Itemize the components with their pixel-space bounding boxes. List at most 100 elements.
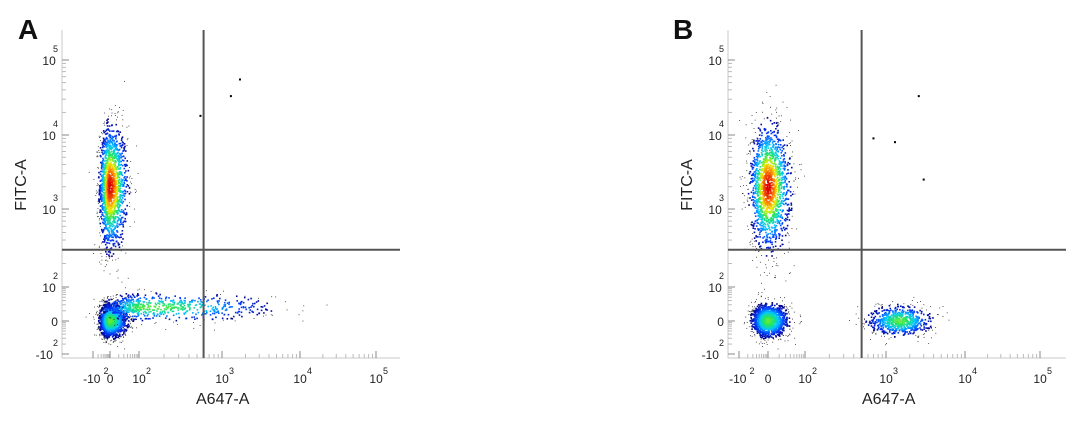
data-point <box>116 187 118 190</box>
data-point <box>165 306 168 309</box>
data-point <box>116 301 119 304</box>
data-point <box>132 317 134 319</box>
data-point <box>112 302 115 305</box>
data-point <box>109 217 111 219</box>
data-point <box>96 185 98 186</box>
data-point <box>115 134 118 137</box>
data-point <box>120 139 123 141</box>
data-point <box>771 230 773 233</box>
data-point <box>189 303 191 306</box>
data-point <box>770 251 773 253</box>
data-point <box>772 246 775 248</box>
data-point <box>763 235 766 238</box>
data-point <box>143 301 146 303</box>
data-point <box>791 215 793 217</box>
data-point <box>98 310 100 312</box>
data-point <box>106 190 109 193</box>
data-point <box>129 326 131 328</box>
data-point <box>776 213 778 215</box>
data-point <box>784 217 787 220</box>
data-point <box>261 306 264 308</box>
data-point <box>112 176 115 179</box>
data-point <box>761 220 763 222</box>
data-point <box>112 253 115 255</box>
data-point <box>760 209 763 211</box>
data-point <box>116 166 119 168</box>
data-point <box>107 164 109 166</box>
data-point <box>110 177 113 179</box>
data-point <box>113 195 116 198</box>
data-point <box>784 152 787 154</box>
data-point <box>115 190 118 193</box>
data-point <box>226 318 229 320</box>
data-point <box>101 338 103 340</box>
data-point <box>181 302 184 305</box>
data-point <box>112 194 115 197</box>
data-point <box>795 178 797 180</box>
data-point <box>114 225 117 228</box>
data-point <box>218 303 220 306</box>
data-point <box>756 207 758 210</box>
data-point <box>117 173 120 175</box>
data-point <box>127 138 129 139</box>
data-point <box>114 145 117 147</box>
data-point <box>116 203 119 206</box>
data-point <box>101 231 104 234</box>
data-point <box>775 117 777 119</box>
data-point <box>774 226 777 228</box>
data-point <box>772 250 774 252</box>
data-point <box>772 219 775 221</box>
data-point <box>781 179 783 181</box>
data-point <box>110 164 112 167</box>
data-point <box>127 325 130 328</box>
data-point <box>152 311 155 314</box>
data-point <box>104 168 107 170</box>
data-point <box>128 306 131 308</box>
data-point <box>776 125 778 128</box>
data-point <box>123 143 126 145</box>
data-point <box>112 338 115 340</box>
data-point <box>754 188 757 190</box>
data-point <box>108 254 110 256</box>
data-point <box>111 302 114 305</box>
data-point <box>112 150 115 153</box>
data-point <box>764 240 767 242</box>
data-point <box>107 220 109 223</box>
data-point <box>120 313 122 316</box>
data-point <box>121 216 124 219</box>
data-point <box>101 182 104 185</box>
data-point <box>182 308 184 311</box>
x-axis-title: A647-A <box>862 391 916 408</box>
data-point <box>761 229 764 231</box>
data-point <box>760 224 762 227</box>
data-point <box>122 155 125 158</box>
data-point <box>105 173 108 175</box>
data-point <box>213 309 215 311</box>
data-point <box>100 216 102 218</box>
data-point <box>124 312 127 315</box>
data-point <box>95 313 97 315</box>
data-point <box>109 183 112 186</box>
data-point <box>105 202 107 205</box>
data-point <box>101 170 103 173</box>
data-point <box>160 300 163 302</box>
data-point <box>116 327 119 329</box>
data-point <box>115 155 118 158</box>
data-point <box>102 203 104 205</box>
data-point <box>250 306 252 308</box>
data-point <box>100 313 103 315</box>
data-point <box>757 150 760 152</box>
data-point <box>123 332 125 335</box>
data-point <box>102 173 105 176</box>
data-point <box>758 243 760 246</box>
data-point <box>175 306 178 309</box>
data-point <box>258 312 261 314</box>
data-point <box>776 257 777 259</box>
data-point <box>112 219 115 222</box>
data-point <box>120 163 123 166</box>
data-point <box>103 207 106 209</box>
data-point <box>115 166 117 169</box>
data-point <box>750 165 753 167</box>
data-point <box>111 191 113 194</box>
